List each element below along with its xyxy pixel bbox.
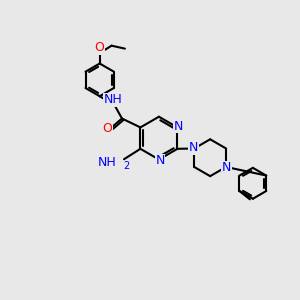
Text: 2: 2: [123, 161, 129, 171]
Text: NH: NH: [104, 93, 122, 106]
Text: N: N: [222, 161, 231, 174]
Text: O: O: [102, 122, 112, 135]
Text: O: O: [95, 41, 105, 54]
Text: N: N: [189, 141, 198, 154]
Text: N: N: [173, 120, 183, 133]
Text: N: N: [155, 154, 165, 167]
Text: NH: NH: [98, 156, 117, 169]
